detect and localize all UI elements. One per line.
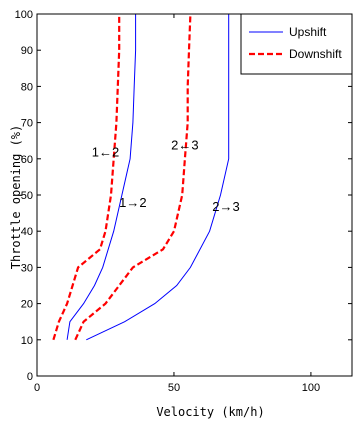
curve-annotation: 2→3 — [212, 199, 239, 214]
curve-annotation: 1→2 — [119, 195, 146, 210]
y-tick-label: 30 — [21, 262, 33, 274]
y-tick-label: 50 — [21, 190, 33, 202]
legend-label-upshift: Upshift — [289, 25, 327, 39]
y-tick-label: 90 — [21, 45, 33, 57]
series-line-downshift — [52, 14, 121, 341]
legend-box — [240, 13, 353, 75]
y-tick-label: 70 — [21, 118, 33, 130]
y-tick-label: 0 — [27, 371, 33, 383]
axis-layer: 0 10 20 30 40 50 60 70 80 90 100 0 50 100 — [15, 9, 353, 394]
curve-annotation: 2←3 — [171, 137, 198, 152]
legend-label-downshift: Downshift — [289, 47, 342, 61]
x-axis-label: Velocity (km/h) — [156, 405, 264, 419]
y-tick-label: 80 — [21, 81, 33, 93]
series-line-upshift — [66, 14, 137, 340]
x-tick-label: 0 — [34, 382, 40, 394]
x-tick-label: 100 — [302, 382, 320, 394]
series-line-downshift — [74, 13, 192, 341]
series-line-upshift — [86, 14, 230, 341]
legend: Upshift Downshift — [240, 13, 353, 75]
y-tick-label: 60 — [21, 154, 33, 166]
x-tick-label: 50 — [168, 382, 180, 394]
y-axis-label: Throttle opening (%) — [9, 125, 23, 270]
annotation-layer: 1←2 2←3 1→2 2→3 — [92, 137, 240, 214]
y-tick-label: 10 — [21, 335, 33, 347]
y-tick-label: 40 — [21, 226, 33, 238]
curve-annotation: 1←2 — [92, 145, 119, 160]
y-tick-label: 20 — [21, 299, 33, 311]
y-tick-label: 100 — [15, 9, 33, 21]
plot-layer — [52, 13, 230, 341]
